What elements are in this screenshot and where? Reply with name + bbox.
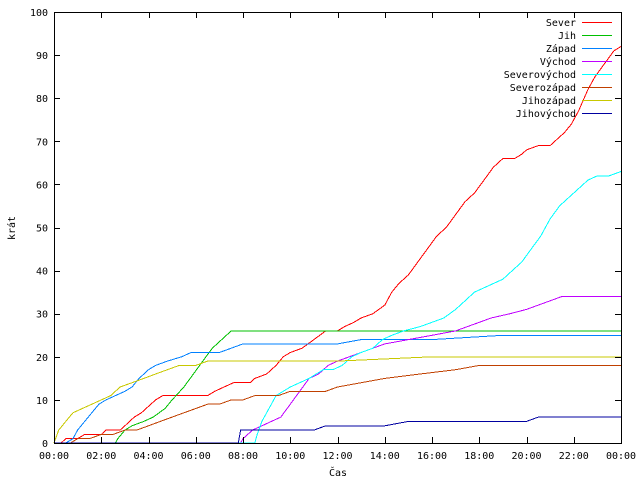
x-tick-label: 12:00 — [322, 451, 352, 462]
y-tick-label: 80 — [36, 94, 48, 105]
y-tick-label: 60 — [36, 180, 48, 191]
x-tick-label: 02:00 — [86, 451, 116, 462]
y-tick-label: 40 — [36, 267, 48, 278]
legend-label: Západ — [546, 43, 576, 55]
series-line-4 — [54, 296, 621, 444]
legend-label: Východ — [540, 56, 576, 68]
series-line-7 — [53, 356, 621, 444]
legend-label: Severovýchod — [504, 69, 576, 81]
y-tick-label: 100 — [30, 8, 48, 19]
legend-label: Jihozápad — [522, 95, 576, 107]
y-tick-label: 20 — [36, 353, 48, 364]
y-tick-label: 0 — [42, 439, 48, 450]
y-axis-tick-labels: 0 10 20 30 40 50 60 70 80 90 100 — [30, 8, 48, 450]
x-tick-label: 20:00 — [511, 451, 541, 462]
x-tick-label: 18:00 — [464, 451, 494, 462]
x-tick-label: 14:00 — [370, 451, 400, 462]
series-lines — [53, 46, 622, 444]
legend-label: Jih — [558, 31, 576, 42]
y-tick-label: 70 — [36, 137, 48, 148]
series-line-2 — [54, 330, 621, 444]
x-axis-tick-labels: 00:00 02:00 04:00 06:00 08:00 10:00 12:00 14:00… — [39, 451, 636, 462]
x-tick-label: 00:00 — [606, 451, 636, 462]
series-line-8 — [54, 416, 621, 444]
x-tick-label: 16:00 — [417, 451, 447, 462]
series-line-3 — [54, 334, 621, 444]
axis-ticks — [54, 12, 622, 444]
y-tick-label: 90 — [36, 51, 48, 62]
x-tick-label: 22:00 — [559, 451, 589, 462]
x-tick-label: 06:00 — [181, 451, 211, 462]
series-line-6 — [54, 364, 621, 444]
legend-label: Jihovýchod — [516, 108, 576, 120]
x-tick-label: 04:00 — [133, 451, 163, 462]
series-line-5 — [54, 171, 622, 444]
y-tick-label: 50 — [36, 224, 48, 235]
legend-label: Sever — [546, 18, 576, 29]
y-tick-label: 10 — [36, 396, 48, 407]
x-tick-label: 00:00 — [39, 451, 69, 462]
y-tick-label: 30 — [36, 310, 48, 321]
x-tick-label: 10:00 — [275, 451, 305, 462]
y-axis-label: krát — [6, 216, 18, 240]
series-line-1 — [54, 46, 622, 444]
x-axis-label: Čas — [329, 466, 347, 479]
legend-label: Severozápad — [510, 82, 576, 94]
x-tick-label: 08:00 — [228, 451, 258, 462]
legend: Sever JihZápadVýchodSeverovýchodSeverozáp… — [504, 18, 612, 120]
